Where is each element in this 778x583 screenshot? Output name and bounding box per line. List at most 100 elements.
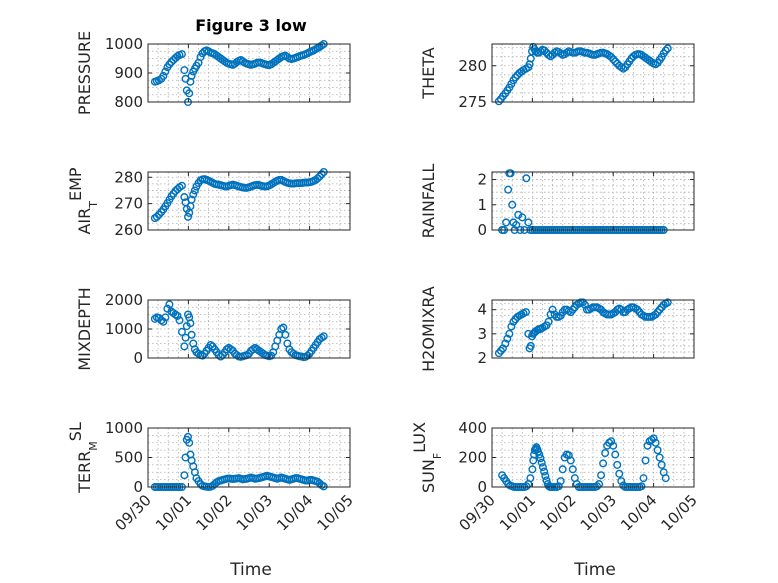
xlabel-left: Time bbox=[229, 560, 272, 580]
data-point-sun-flux bbox=[649, 434, 658, 443]
data-point-h2omixra bbox=[663, 298, 672, 307]
data-point-sun-flux bbox=[593, 482, 602, 491]
panel-mixdepth: 0 1000 2000 MIXDEPTH bbox=[75, 287, 351, 371]
data-point-sun-flux bbox=[637, 482, 646, 491]
xlabel-right: Time bbox=[573, 560, 616, 580]
data-point-mixdepth bbox=[159, 317, 168, 326]
data-point-sun-flux bbox=[522, 482, 531, 491]
data-point-sun-flux bbox=[541, 471, 550, 480]
data-point-mixdepth bbox=[198, 351, 207, 360]
x-tick-label: 10/04 bbox=[273, 491, 316, 534]
data-point-mixdepth bbox=[180, 342, 189, 351]
y-tick-label: 1000 bbox=[105, 320, 143, 338]
y-tick-label: 0 bbox=[477, 478, 487, 496]
data-point-sun-flux bbox=[556, 477, 565, 486]
y-tick-label: 200 bbox=[458, 449, 487, 467]
y-tick-label: 1 bbox=[477, 196, 487, 214]
x-tick-label: 10/05 bbox=[314, 491, 357, 534]
data-point-sun-flux bbox=[564, 451, 573, 460]
data-point-mixdepth bbox=[187, 330, 196, 339]
data-point-mixdepth bbox=[177, 327, 186, 336]
y-tick-label: 2 bbox=[477, 171, 487, 189]
data-point-sun-flux bbox=[639, 474, 648, 483]
data-point-theta bbox=[607, 53, 616, 62]
y-tick-label: 500 bbox=[114, 449, 143, 467]
ylabel-mixdepth: MIXDEPTH bbox=[75, 287, 94, 370]
data-point-pressure bbox=[220, 57, 229, 66]
data-point-mixdepth bbox=[279, 323, 288, 332]
data-point-air-temp bbox=[190, 186, 199, 195]
data-point-air-temp bbox=[187, 195, 196, 204]
data-point-h2omixra bbox=[501, 339, 510, 348]
data-point-mixdepth bbox=[206, 340, 215, 349]
data-point-sun-flux bbox=[607, 437, 616, 446]
data-point-air-temp bbox=[315, 172, 324, 181]
data-point-pressure bbox=[165, 60, 174, 69]
y-tick-label: 2000 bbox=[105, 291, 143, 309]
data-point-h2omixra bbox=[505, 329, 514, 338]
axes-frame-air-temp bbox=[147, 171, 351, 231]
ylabel-sun-flux: SUNFLUX bbox=[410, 422, 444, 493]
y-tick-label: 0 bbox=[477, 221, 487, 239]
data-point-air-temp bbox=[177, 181, 186, 190]
ylabel-terr-msl: TERRMSL bbox=[66, 422, 100, 494]
data-point-mixdepth bbox=[161, 313, 170, 322]
y-tick-label: 280 bbox=[458, 57, 487, 75]
y-tick-label: 400 bbox=[458, 419, 487, 437]
data-point-h2omixra bbox=[526, 341, 535, 350]
data-point-sun-flux bbox=[661, 474, 670, 483]
data-point-sun-flux bbox=[568, 465, 577, 474]
ylabel-theta: THETA bbox=[419, 47, 438, 99]
panel-rainfall: 0 1 2 RAINFALL bbox=[419, 164, 695, 239]
data-point-sun-flux bbox=[657, 460, 666, 469]
data-point-mixdepth bbox=[175, 316, 184, 325]
data-point-theta bbox=[526, 54, 535, 63]
data-point-sun-flux bbox=[615, 469, 624, 478]
data-point-mixdepth bbox=[281, 330, 290, 339]
data-point-air-temp bbox=[152, 212, 161, 221]
data-point-sun-flux bbox=[540, 467, 549, 476]
data-point-pressure bbox=[204, 47, 213, 56]
x-tick-label: 10/01 bbox=[152, 491, 195, 534]
data-point-theta bbox=[617, 63, 626, 72]
data-point-rainfall bbox=[514, 210, 523, 219]
ylabel-h2omixra: H2OMIXRA bbox=[419, 286, 438, 372]
data-point-h2omixra bbox=[507, 322, 516, 331]
data-point-theta bbox=[611, 57, 620, 66]
y-tick-label: 2 bbox=[477, 349, 487, 367]
data-point-h2omixra bbox=[503, 334, 512, 343]
data-point-sun-flux bbox=[599, 459, 608, 468]
data-point-sun-flux bbox=[566, 456, 575, 465]
mixdepth-series bbox=[150, 300, 328, 362]
panel-h2omixra: 2 3 4 H2OMIXRA bbox=[419, 286, 695, 372]
data-point-rainfall bbox=[508, 200, 517, 209]
data-point-pressure bbox=[159, 71, 168, 80]
x-tick-label: 10/05 bbox=[658, 491, 701, 534]
data-point-theta bbox=[540, 46, 549, 55]
data-point-mixdepth bbox=[317, 333, 326, 342]
data-point-sun-flux bbox=[554, 482, 563, 491]
data-point-rainfall bbox=[506, 169, 515, 178]
y-tick-label: 900 bbox=[114, 64, 143, 82]
data-point-sun-flux bbox=[536, 454, 545, 463]
x-tick-label: 09/30 bbox=[456, 491, 499, 534]
data-point-pressure bbox=[167, 57, 176, 66]
data-point-mixdepth bbox=[226, 345, 235, 354]
data-point-sun-flux bbox=[601, 449, 610, 458]
data-point-sun-flux bbox=[641, 456, 650, 465]
data-point-sun-flux bbox=[528, 465, 537, 474]
data-point-sun-flux bbox=[535, 450, 544, 459]
panel-theta: 275 280 THETA bbox=[419, 42, 695, 111]
data-point-mixdepth bbox=[186, 319, 195, 328]
ylabel-rainfall: RAINFALL bbox=[419, 164, 438, 239]
data-point-rainfall bbox=[512, 220, 521, 229]
ylabel-pressure: PRESSURE bbox=[75, 31, 94, 115]
ylabel-air-temp: AIRTEMP bbox=[66, 167, 100, 234]
x-tick-label: 10/03 bbox=[233, 491, 276, 534]
data-point-theta bbox=[663, 44, 672, 53]
data-point-terr-msl bbox=[185, 438, 194, 447]
data-point-h2omixra bbox=[544, 317, 553, 326]
data-point-sun-flux bbox=[538, 463, 547, 472]
data-point-pressure bbox=[238, 57, 247, 66]
